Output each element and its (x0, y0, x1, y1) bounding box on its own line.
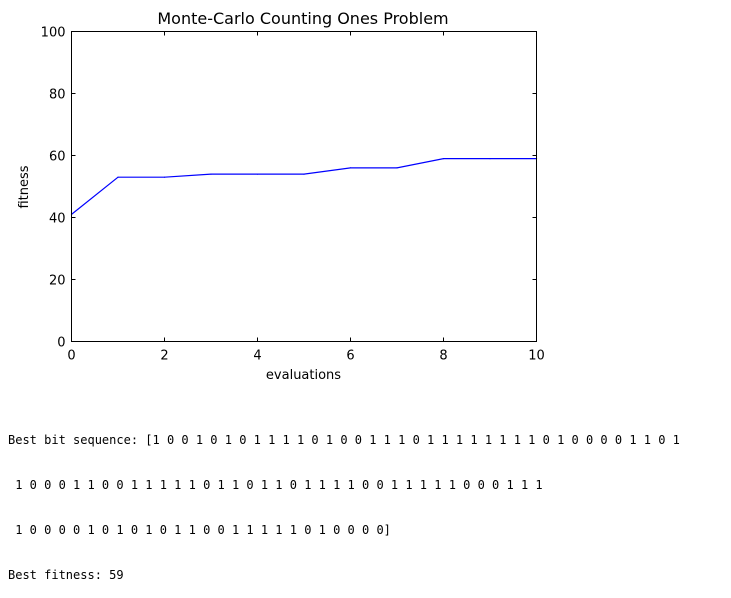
y-tick-label: 40 (49, 212, 66, 227)
best-sequence-line-2: 1 0 0 0 1 1 0 0 1 1 1 1 1 0 1 1 0 1 1 0 … (8, 478, 543, 492)
best-sequence-line-3: 1 0 0 0 0 1 0 1 0 1 0 1 1 0 0 1 1 1 1 1 … (8, 523, 391, 537)
x-tick-label: 4 (253, 349, 261, 364)
fitness-point (303, 173, 305, 175)
fitness-point (256, 173, 259, 175)
fitness-point (442, 158, 445, 160)
plot-frame (71, 31, 537, 342)
x-tick-label: 10 (528, 349, 545, 364)
plot-lines (70, 158, 538, 215)
x-tick-label: 8 (439, 349, 447, 364)
fitness-point (117, 176, 119, 178)
y-tick-label: 0 (57, 336, 65, 351)
x-tick-label: 0 (67, 349, 75, 364)
best-fitness-line: Best fitness: 59 (8, 568, 124, 582)
fitness-point (396, 167, 398, 169)
best-sequence-line-1: Best bit sequence: [1 0 0 1 0 1 0 1 1 1 … (8, 433, 680, 447)
fitness-series-line (71, 158, 537, 215)
fitness-point (210, 173, 212, 175)
x-tick-label: 2 (160, 349, 168, 364)
fitness-point (489, 158, 491, 160)
chart-title: Monte-Carlo Counting Ones Problem (157, 9, 448, 28)
fitness-point (163, 176, 166, 178)
x-axis-label: evaluations (266, 368, 341, 383)
y-tick-label: 80 (49, 88, 66, 103)
fitness-chart: Monte-Carlo Counting Ones Problem 0 2 4 6 8 1… (17, 9, 545, 383)
y-tick-label: 20 (49, 274, 66, 289)
y-axis-label: fitness (17, 165, 32, 208)
x-tick-label: 6 (346, 349, 354, 364)
y-tick-label: 100 (41, 26, 66, 41)
console-output: Best bit sequence: [1 0 0 1 0 1 0 1 1 1 … (8, 403, 680, 598)
y-tick-label: 60 (49, 150, 66, 165)
fitness-point (349, 167, 352, 169)
